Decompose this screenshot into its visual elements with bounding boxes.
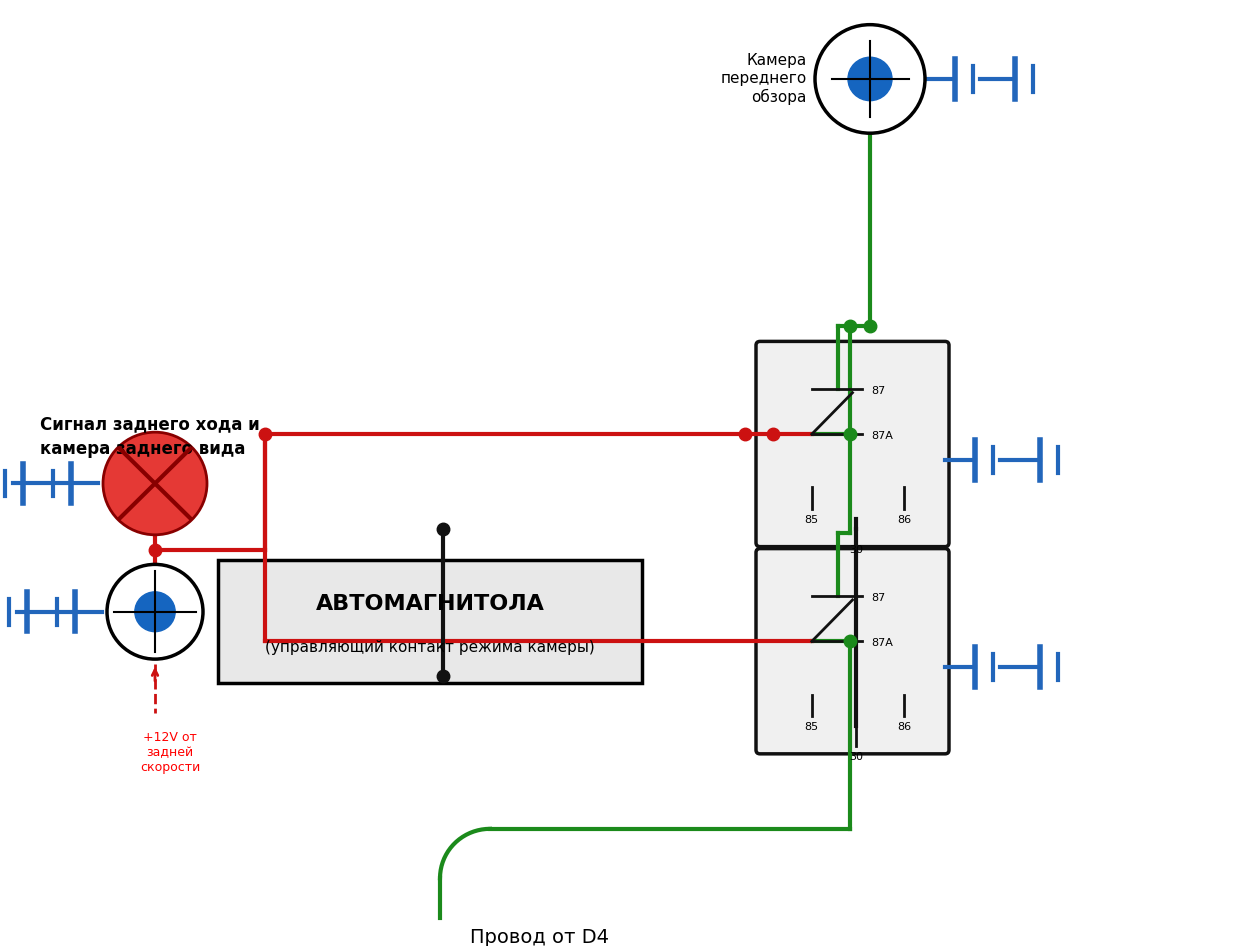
Text: 86: 86: [897, 722, 912, 732]
FancyBboxPatch shape: [756, 342, 949, 547]
Text: 85: 85: [805, 515, 818, 525]
Text: 87A: 87A: [871, 639, 893, 648]
Text: 87A: 87A: [871, 431, 893, 441]
FancyBboxPatch shape: [219, 560, 642, 683]
Text: Камера
переднего
обзора: Камера переднего обзора: [720, 53, 807, 104]
Circle shape: [103, 432, 207, 534]
Circle shape: [815, 25, 925, 133]
Text: камера заднего вида: камера заднего вида: [40, 440, 246, 458]
FancyBboxPatch shape: [756, 549, 949, 754]
Text: 87: 87: [871, 386, 886, 395]
Text: Провод от D4: Провод от D4: [471, 928, 610, 946]
Text: +12V от
задней
скорости: +12V от задней скорости: [140, 731, 200, 775]
Text: АВТОМАГНИТОЛА: АВТОМАГНИТОЛА: [315, 594, 544, 614]
Text: 30: 30: [850, 545, 863, 554]
Text: 30: 30: [850, 752, 863, 762]
Text: 87: 87: [871, 593, 886, 603]
Circle shape: [107, 565, 202, 659]
Circle shape: [848, 57, 892, 100]
Text: Сигнал заднего хода и: Сигнал заднего хода и: [40, 415, 260, 433]
Text: (управляющий контакт режима камеры): (управляющий контакт режима камеры): [265, 640, 595, 656]
Circle shape: [135, 592, 175, 632]
Text: 86: 86: [897, 515, 912, 525]
Text: 85: 85: [805, 722, 818, 732]
